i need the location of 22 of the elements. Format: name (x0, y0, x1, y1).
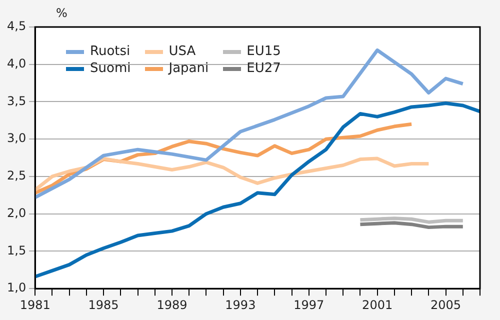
x-tick-label: 1981 (20, 298, 50, 312)
y-tick-label: 1,0 (6, 280, 26, 295)
y-tick-label: 1,5 (6, 243, 26, 258)
x-tick-label: 2005 (430, 298, 462, 312)
x-tick-label: 2001 (362, 298, 393, 312)
y-tick-label: 2,0 (6, 206, 26, 220)
y-tick-label: 3,0 (6, 131, 26, 146)
y-tick-label: 4,5 (6, 19, 26, 34)
x-tick-label: 1997 (294, 298, 324, 312)
legend-label: Japani (168, 61, 209, 76)
legend-label: EU15 (246, 44, 281, 59)
legend-label: EU27 (246, 61, 281, 76)
legend-label: Suomi (90, 61, 131, 76)
legend-label: Ruotsi (90, 44, 130, 59)
x-tick-label: 1993 (225, 298, 256, 312)
y-tick-label: 3,5 (6, 94, 26, 108)
legend-label: USA (168, 44, 196, 59)
x-tick-label: 1985 (88, 298, 119, 312)
y-axis-title: % (56, 6, 68, 20)
y-tick-label: 4,0 (6, 56, 26, 70)
x-tick-label: 1989 (156, 298, 188, 312)
y-tick-label: 2,5 (6, 168, 26, 183)
